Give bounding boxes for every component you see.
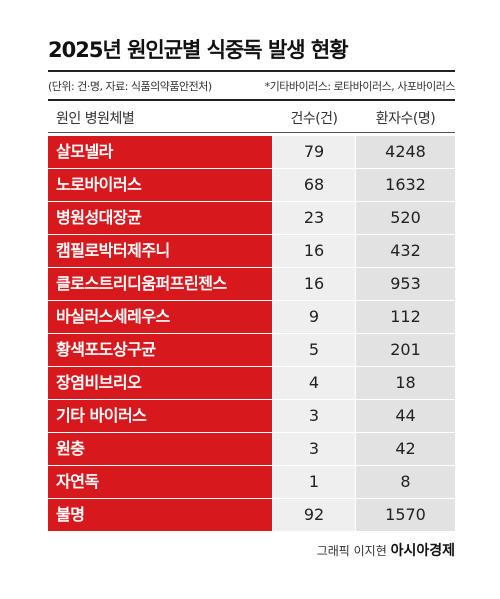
case-count-cell: 1 (273, 466, 355, 498)
pathogen-cell: 기타 바이러스 (48, 400, 272, 432)
patient-count-cell: 8 (356, 466, 455, 498)
patient-count-cell: 42 (356, 433, 455, 465)
column-header: 건수(건) (290, 111, 338, 127)
title-rule (48, 70, 455, 72)
pathogen-cell: 노로바이러스 (48, 169, 272, 201)
patient-count-cell: 201 (356, 334, 455, 366)
table-row: 바실러스세레우스 9 112 (48, 301, 455, 333)
table-row: 살모넬라 79 4248 (48, 136, 455, 168)
table-row: 노로바이러스 68 1632 (48, 169, 455, 201)
pathogen-cell: 살모넬라 (48, 136, 272, 168)
table-row: 황색포도상구균 5 201 (48, 334, 455, 366)
case-count-cell: 3 (273, 433, 355, 465)
credit-text: 그래픽 이지현 (316, 544, 387, 558)
case-count-cell: 3 (273, 400, 355, 432)
credit: 그래픽 이지현 아시아경제 (317, 540, 455, 560)
table-row: 자연독 1 8 (48, 466, 455, 498)
case-count-cell: 4 (273, 367, 355, 399)
pathogen-cell: 원충 (48, 433, 272, 465)
patient-count-cell: 432 (356, 235, 455, 267)
publisher: 아시아경제 (390, 543, 455, 559)
case-count-cell: 68 (273, 169, 355, 201)
table-row: 불명 92 1570 (48, 499, 455, 531)
patient-count-cell: 44 (356, 400, 455, 432)
table-row: 캠필로박터제주니 16 432 (48, 235, 455, 267)
pathogen-cell: 캠필로박터제주니 (48, 235, 272, 267)
patient-count-cell: 112 (356, 301, 455, 333)
case-count-cell: 9 (273, 301, 355, 333)
case-count-cell: 5 (273, 334, 355, 366)
case-count-cell: 16 (273, 268, 355, 300)
patient-count-cell: 4248 (356, 136, 455, 168)
pathogen-cell: 황색포도상구균 (48, 334, 272, 366)
case-count-cell: 23 (273, 202, 355, 234)
table-row: 병원성대장균 23 520 (48, 202, 455, 234)
pathogen-cell: 장염비브리오 (48, 367, 272, 399)
case-count-cell: 92 (273, 499, 355, 531)
pathogen-cell: 자연독 (48, 466, 272, 498)
column-header: 원인 병원체별 (56, 111, 135, 127)
pathogen-cell: 불명 (48, 499, 272, 531)
patient-count-cell: 953 (356, 268, 455, 300)
patient-count-cell: 1632 (356, 169, 455, 201)
table-row: 기타 바이러스 3 44 (48, 400, 455, 432)
pathogen-cell: 클로스트리디움퍼프린젠스 (48, 268, 272, 300)
footnote: *기타바이러스: 로타바이러스, 사포바이러스 (264, 80, 456, 93)
unit-note: (단위: 건·명, 자료: 식품의약품안전처) (48, 80, 212, 93)
header-rule (48, 132, 455, 133)
header-rule (48, 99, 455, 101)
case-count-cell: 16 (273, 235, 355, 267)
patient-count-cell: 520 (356, 202, 455, 234)
pathogen-cell: 병원성대장균 (48, 202, 272, 234)
table-row: 장염비브리오 4 18 (48, 367, 455, 399)
patient-count-cell: 1570 (356, 499, 455, 531)
pathogen-cell: 바실러스세레우스 (48, 301, 272, 333)
table-row: 원충 3 42 (48, 433, 455, 465)
column-header: 환자수(명) (375, 111, 436, 127)
case-count-cell: 79 (273, 136, 355, 168)
title: 2025년 원인균별 식중독 발생 현황 (48, 38, 349, 62)
table-row: 클로스트리디움퍼프린젠스 16 953 (48, 268, 455, 300)
patient-count-cell: 18 (356, 367, 455, 399)
